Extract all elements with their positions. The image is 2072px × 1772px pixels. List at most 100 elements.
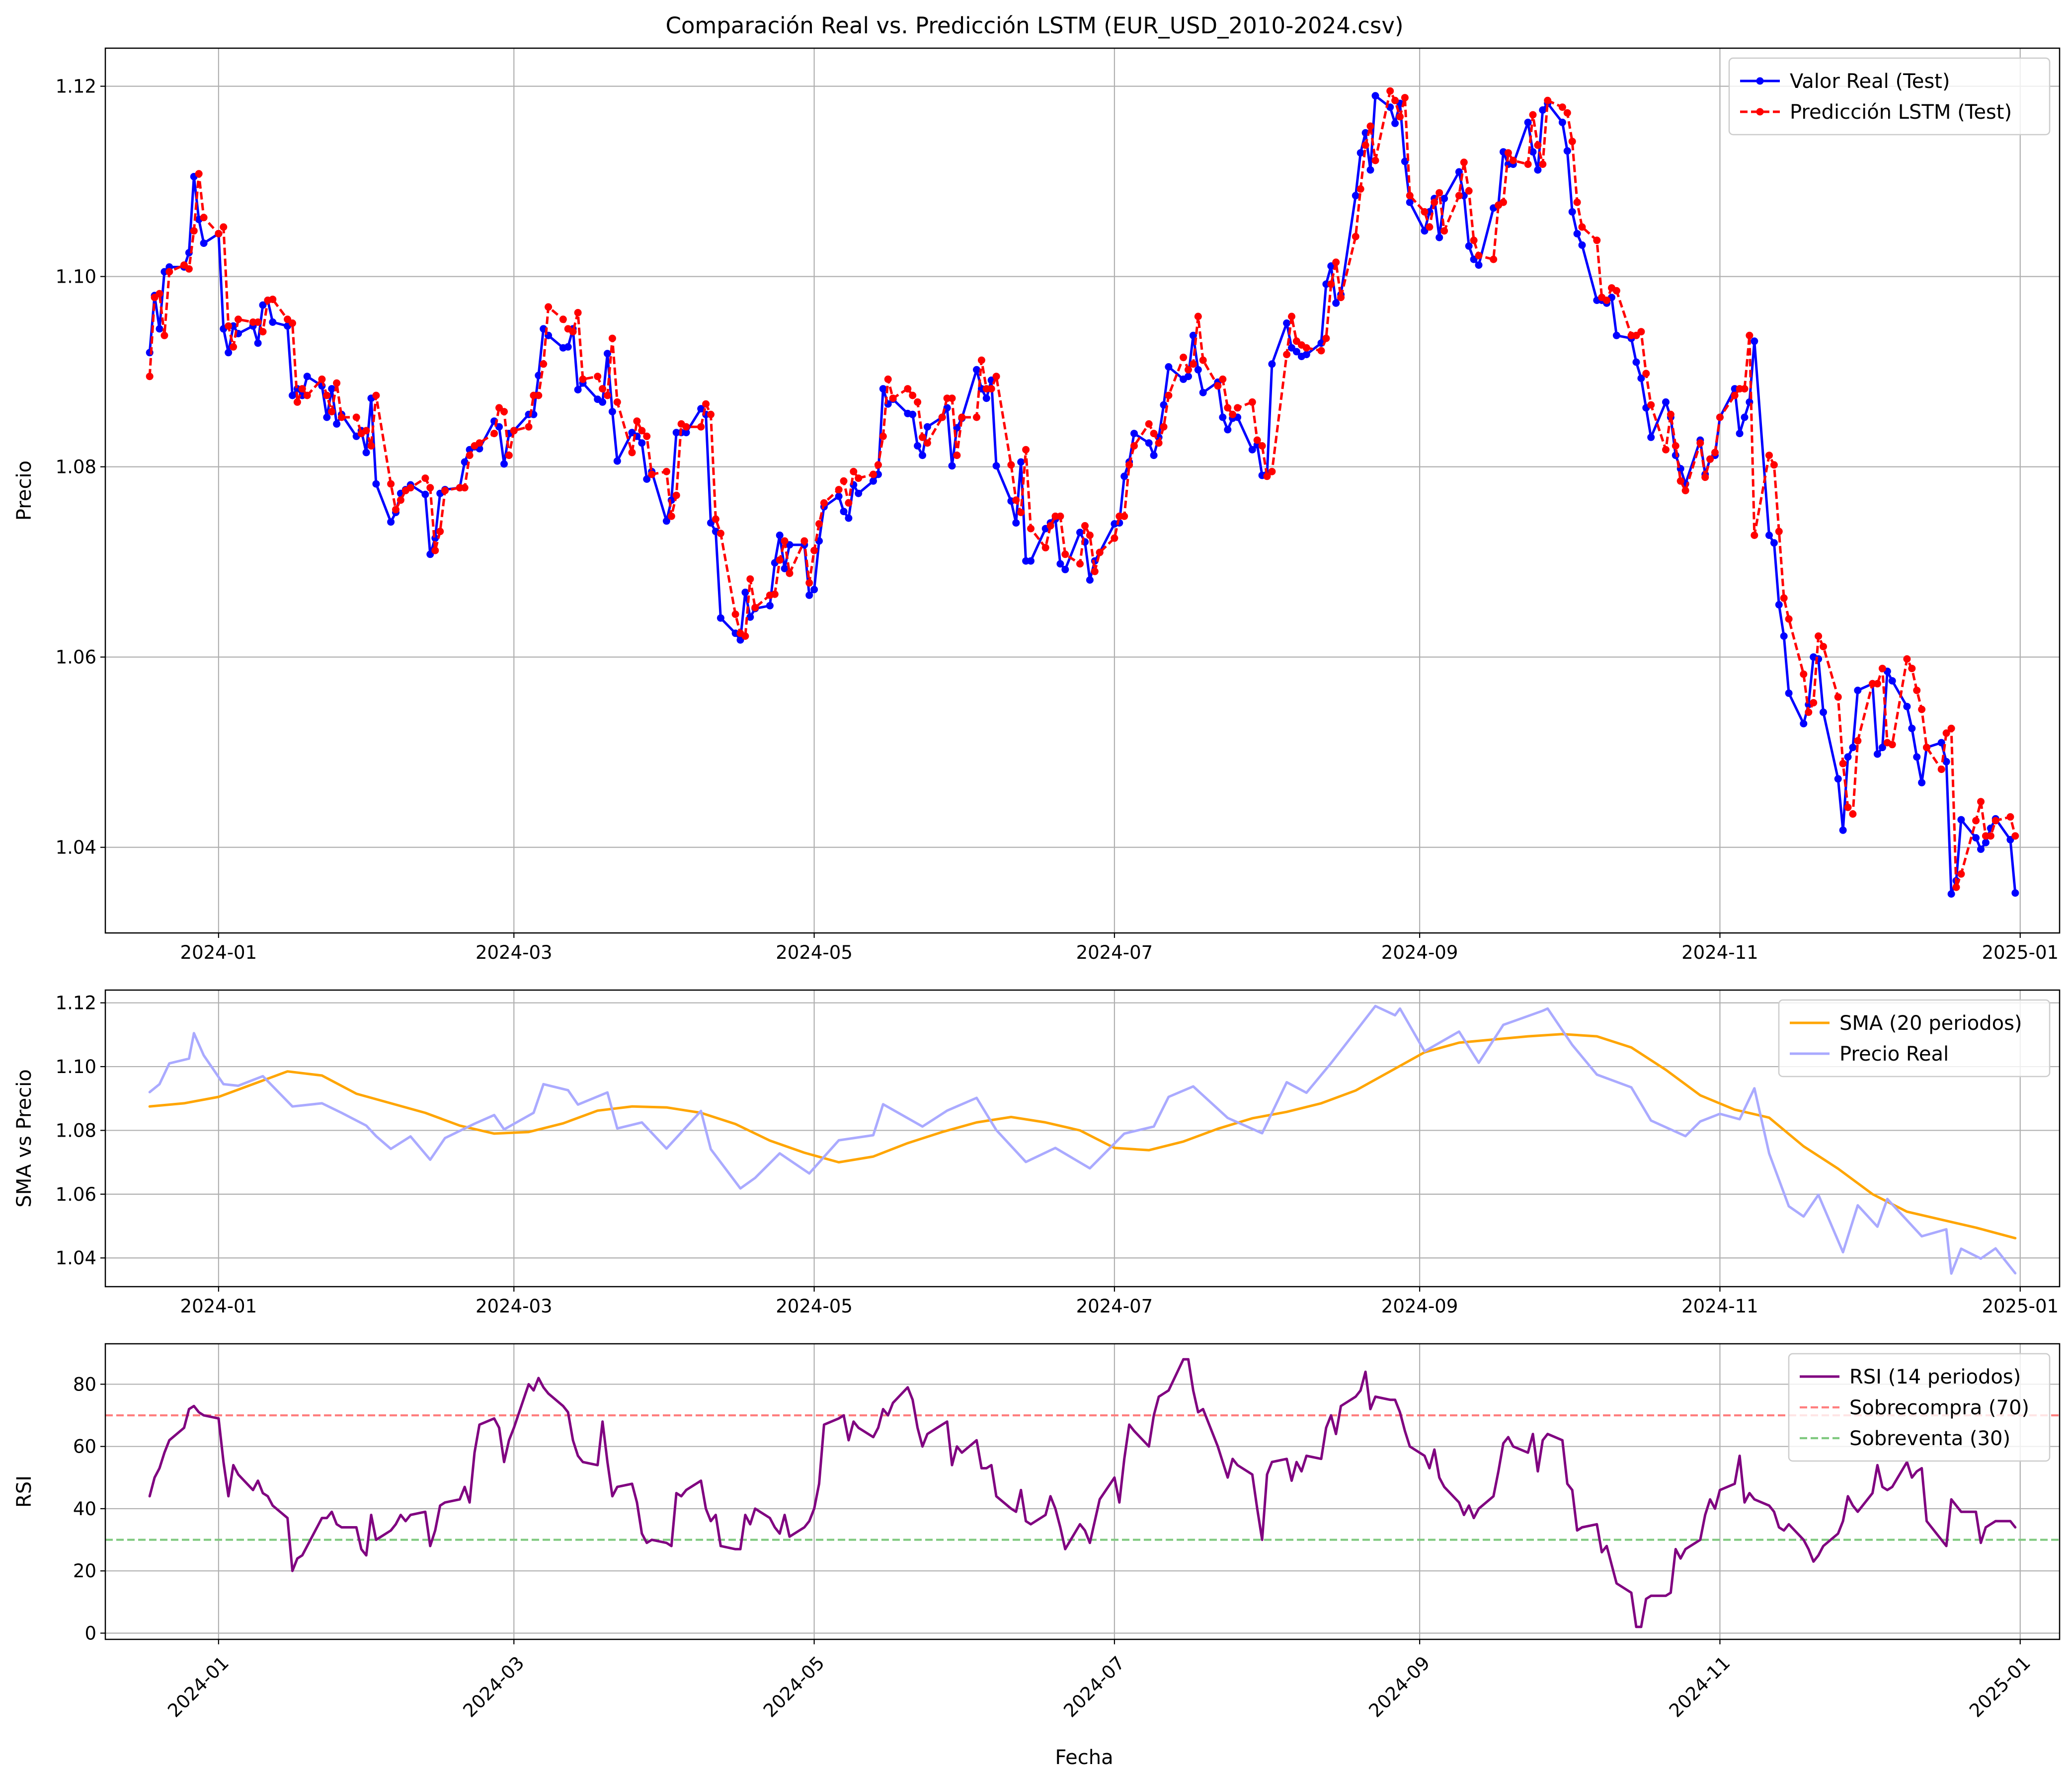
y-tick-label: 1.08	[56, 457, 96, 478]
real-value-point	[1942, 758, 1950, 766]
legend-label: SMA (20 periodos)	[1839, 1012, 2022, 1035]
lstm-prediction-point	[1805, 708, 1813, 716]
real-value-point	[328, 385, 336, 393]
real-value-point	[1219, 413, 1227, 421]
x-tick-label: 2025-01	[1982, 1296, 2059, 1317]
lstm-prediction-point	[820, 499, 828, 507]
lstm-prediction-point	[914, 398, 922, 406]
lstm-prediction-point	[298, 385, 306, 393]
lstm-prediction-point	[1027, 525, 1035, 533]
lstm-prediction-point	[569, 328, 577, 336]
real-value-point	[870, 477, 877, 485]
real-value-point	[1612, 331, 1620, 339]
real-value-point	[1465, 242, 1473, 250]
grid	[105, 48, 2060, 933]
real-value-point	[746, 613, 754, 621]
lstm-prediction-point	[1923, 744, 1930, 752]
lstm-prediction-point	[594, 373, 602, 381]
real-value-point	[1475, 261, 1483, 269]
real-value-point	[1834, 775, 1842, 783]
lstm-prediction-point	[1558, 103, 1566, 111]
lstm-prediction-point	[1096, 548, 1104, 556]
y-axis-label: SMA vs Precio	[13, 1069, 36, 1207]
real-value-point	[1145, 439, 1153, 447]
real-value-point	[500, 460, 508, 468]
lstm-prediction-point	[1937, 766, 1945, 773]
lstm-prediction-point	[540, 360, 548, 368]
lstm-prediction-point	[1662, 446, 1670, 454]
x-tick-label: 2024-09	[1381, 942, 1458, 963]
real-value-point	[387, 518, 395, 526]
lstm-prediction-point	[1465, 187, 1473, 195]
x-tick-label: 2024-01	[180, 1296, 257, 1317]
lstm-prediction-point	[1992, 817, 1999, 825]
y-tick-label: 1.06	[56, 1184, 96, 1205]
x-tick-label: 2025-01	[1982, 942, 2059, 963]
lstm-prediction-point	[1091, 567, 1099, 575]
real-value-point	[1785, 689, 1793, 697]
real-value-point	[1224, 426, 1232, 434]
lstm-prediction-point	[579, 375, 587, 383]
lstm-prediction-point	[225, 322, 233, 330]
lstm-prediction-point	[1775, 528, 1783, 536]
lstm-prediction-point	[973, 413, 980, 421]
real-value-point	[1455, 168, 1463, 176]
lstm-prediction-point	[1229, 410, 1237, 418]
x-tick-label: 2024-11	[1681, 942, 1758, 963]
legend: Valor Real (Test) Predicción LSTM (Test)	[1728, 57, 2051, 136]
lstm-prediction-point	[1076, 560, 1084, 568]
lstm-prediction-point	[1490, 255, 1498, 263]
real-value-point	[604, 350, 611, 358]
lstm-prediction-point	[1578, 223, 1586, 231]
lstm-prediction-point	[1952, 883, 1960, 891]
real-value-point	[599, 398, 607, 406]
lstm-prediction-point	[874, 461, 882, 469]
lstm-prediction-point	[1509, 156, 1517, 164]
lstm-prediction-point	[1780, 594, 1788, 602]
lstm-prediction-point	[648, 470, 656, 478]
lstm-prediction-point	[815, 520, 823, 528]
lstm-prediction-point	[333, 379, 341, 387]
lstm-prediction-point	[786, 569, 794, 577]
real-value-point	[1440, 195, 1448, 203]
rsi-line	[148, 1358, 2017, 1628]
lstm-prediction-point	[476, 439, 483, 447]
real-price-line	[148, 1004, 2017, 1275]
lstm-prediction-point	[1731, 391, 1739, 399]
real-value-point	[682, 429, 690, 437]
real-value-point	[1199, 388, 1207, 396]
y-tick-label: 1.12	[56, 993, 96, 1014]
legend-box	[1728, 57, 2051, 136]
lstm-prediction-point	[1317, 347, 1325, 355]
axes-frame	[104, 47, 2061, 934]
x-tick-label: 2024-03	[476, 1296, 553, 1317]
real-value-point	[1283, 319, 1291, 327]
real-value-point	[1854, 687, 1862, 694]
legend-label: Valor Real (Test)	[1790, 70, 1950, 93]
lstm-prediction-point	[1716, 413, 1724, 421]
lstm-prediction-point	[1957, 870, 1965, 878]
y-tick-label: 1.12	[56, 76, 96, 97]
lstm-prediction-point	[1155, 439, 1163, 447]
lstm-prediction-point	[220, 223, 228, 231]
lstm-prediction-point	[1568, 138, 1576, 146]
grid	[105, 1344, 2060, 1639]
lstm-prediction-point	[953, 452, 961, 460]
lstm-prediction-point	[712, 515, 719, 523]
lstm-prediction-line	[148, 89, 2017, 889]
lstm-prediction-point	[800, 537, 808, 545]
lstm-prediction-point	[303, 391, 311, 399]
real-value-point	[1878, 744, 1886, 752]
lstm-prediction-point	[1440, 227, 1448, 235]
lstm-prediction-point	[421, 474, 429, 482]
lstm-prediction-point	[1706, 455, 1714, 463]
lstm-prediction-point	[190, 227, 198, 235]
lstm-prediction-point	[1500, 198, 1507, 206]
real-value-point	[1908, 724, 1916, 732]
real-value-point	[1086, 576, 1094, 584]
lstm-prediction-point	[535, 391, 543, 399]
lstm-prediction-point	[406, 484, 414, 492]
lstm-prediction-point	[1327, 280, 1335, 288]
lstm-prediction-point	[1253, 436, 1261, 444]
